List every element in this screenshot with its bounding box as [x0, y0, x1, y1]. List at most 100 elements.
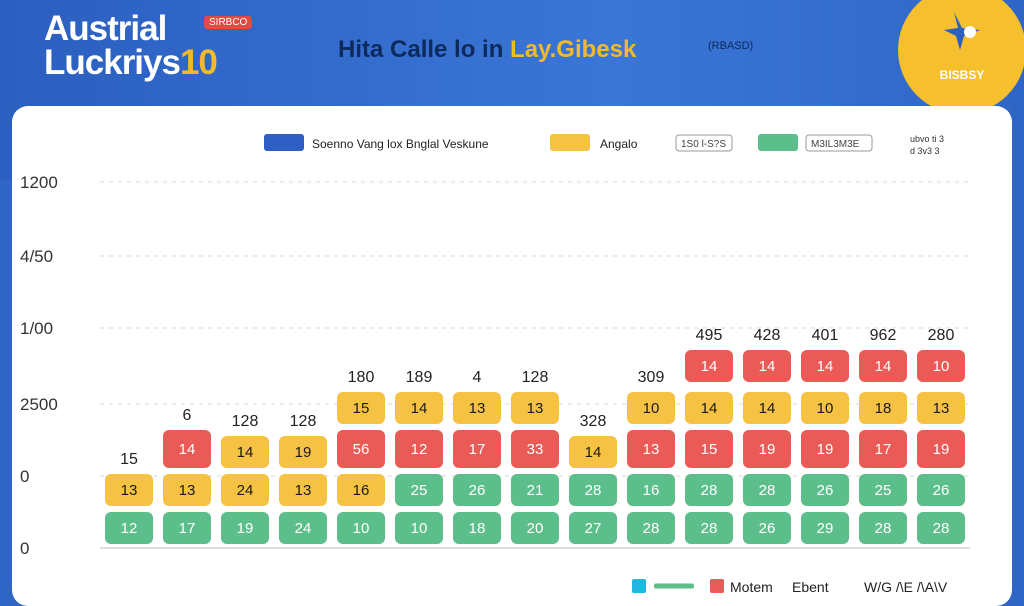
bar-segment-red	[337, 430, 385, 468]
bar-segment-label: 24	[237, 482, 254, 499]
bar-segment-label: 15	[701, 441, 718, 458]
bar-group: 281917181425962	[859, 327, 907, 544]
bar-segment-green	[511, 512, 559, 544]
bar-segment-label: 14	[701, 358, 718, 375]
bar-segment-label: 25	[875, 482, 892, 499]
bar-segment-yellow-low	[163, 474, 211, 506]
bottom-legend-swatch	[710, 579, 724, 593]
bar-segment-label: 18	[875, 400, 892, 417]
bar-total-label: 128	[522, 369, 549, 386]
bar-segment-label: 17	[179, 520, 196, 537]
bottom-legend-label: Ebent	[792, 579, 829, 595]
bar-total-label: 962	[870, 327, 897, 344]
bar-segment-label: 10	[817, 400, 834, 417]
bar-segment-green-extra	[511, 474, 559, 506]
bar-segment-red	[511, 430, 559, 468]
bar-segment-yellow-high	[511, 392, 559, 424]
bar-segment-yellow-high	[801, 392, 849, 424]
bar-segment-green	[859, 512, 907, 544]
legend-box-yellow-text: 1S0 l-S?S	[681, 139, 726, 150]
bar-segment-red	[743, 430, 791, 468]
bar-segment-label: 26	[933, 482, 950, 499]
bar-segment-yellow-high	[337, 392, 385, 424]
bar-segment-label: 29	[817, 520, 834, 537]
bar-segment-label: 28	[701, 520, 718, 537]
bar-segment-label: 16	[353, 482, 370, 499]
bottom-legend-swatch	[654, 583, 694, 589]
y-tick-label: 1/00	[20, 319, 53, 338]
bar-segment-red	[627, 430, 675, 468]
bar-segment-red-extra	[801, 350, 849, 382]
bar-segment-yellow-high	[627, 392, 675, 424]
bar-segment-label: 28	[933, 520, 950, 537]
bar-segment-label: 13	[295, 482, 312, 499]
bar-segment-green-extra	[917, 474, 965, 506]
brand-badge: SIRBCO	[204, 16, 253, 29]
bar-segment-green-extra	[801, 474, 849, 506]
bar-group: 17 13 14 6	[163, 407, 211, 544]
bar-segment-green	[221, 512, 269, 544]
bar-segment-label: 25	[411, 482, 428, 499]
bar-segment-label: 28	[701, 482, 718, 499]
bar-segment-green	[163, 512, 211, 544]
bar-segment-label: 33	[527, 441, 544, 458]
brand-line-1: Austrial	[44, 9, 167, 48]
bar-segment-yellow-low	[279, 474, 327, 506]
bar-segment-label: 18	[469, 520, 486, 537]
bottom-legend-label: W/G /\E /\A\V	[864, 579, 948, 595]
bar-segment-label: 28	[759, 482, 776, 499]
bar-segment-green	[743, 512, 791, 544]
bar-segment-green	[279, 512, 327, 544]
bar-segment-red-extra	[743, 350, 791, 382]
bar-segment-green-extra	[453, 474, 501, 506]
headline-sub: (RBASD)	[708, 40, 754, 52]
bar-segment-green	[105, 512, 153, 544]
bar-segment-label: 19	[237, 520, 254, 537]
bar-segment-label: 12	[121, 520, 138, 537]
bar-segment-yellow-low	[105, 474, 153, 506]
legend-swatch-green	[758, 134, 798, 151]
bar-total-label: 4	[473, 369, 482, 386]
legend-box-green-text: M3IL3M3E	[811, 139, 860, 150]
bar-segment-label: 14	[237, 444, 254, 461]
bar-segment-label: 26	[759, 520, 776, 537]
bar-segment-label: 14	[817, 358, 834, 375]
headline-highlight: Lay.Gibesk	[510, 36, 637, 63]
bar-segment-yellow-low	[221, 474, 269, 506]
bar-segment-yellow-high	[859, 392, 907, 424]
bar-segment-label: 14	[585, 444, 602, 461]
bar-total-label: 128	[232, 413, 259, 430]
logo-text: BISBSY	[939, 68, 985, 82]
bar-segment-yellow-high	[221, 436, 269, 468]
bar-segment-label: 10	[643, 400, 660, 417]
y-tick-label: 0	[20, 467, 29, 486]
bar-segment-label: 14	[759, 400, 776, 417]
bar-group: 27181428328	[569, 413, 617, 544]
legend-swatch-blue	[264, 134, 304, 151]
legend-label-blue: Soenno Vang lox Bnglal Veskune	[312, 137, 489, 151]
bar-segment-green	[627, 512, 675, 544]
logo-badge: BISBSY	[898, 0, 1024, 114]
bar-segment-yellow-high	[743, 392, 791, 424]
legend-top: Soenno Vang lox Bnglal Veskune Angalo 1S…	[264, 134, 944, 156]
bar-segment-green-extra	[685, 474, 733, 506]
bar-group: 292319101426401	[801, 327, 849, 544]
bar-segment-green	[337, 512, 385, 544]
bar-segment-yellow-low	[337, 474, 385, 506]
bar-group: 2817131016309	[627, 369, 675, 544]
bar-segment-green-extra	[395, 474, 443, 506]
bar-segment-label: 15	[353, 400, 370, 417]
bar-total-label: 189	[406, 369, 433, 386]
y-tick-label: 4/50	[20, 247, 53, 266]
bar-segment-label: 14	[411, 400, 428, 417]
brand-line-2: Luckriys10	[44, 45, 218, 80]
bar-segment-label: 26	[817, 482, 834, 499]
bar-segment-label: 21	[527, 482, 544, 499]
bar-segment-yellow-high	[917, 392, 965, 424]
legend-swatch-yellow	[550, 134, 590, 151]
bar-segment-label: 28	[585, 482, 602, 499]
bar-segment-label: 14	[701, 400, 718, 417]
corner-note-1: ubvo ti 3	[910, 134, 944, 144]
bar-total-label: 128	[290, 413, 317, 430]
corner-note-2: d 3v3 3	[910, 146, 940, 156]
